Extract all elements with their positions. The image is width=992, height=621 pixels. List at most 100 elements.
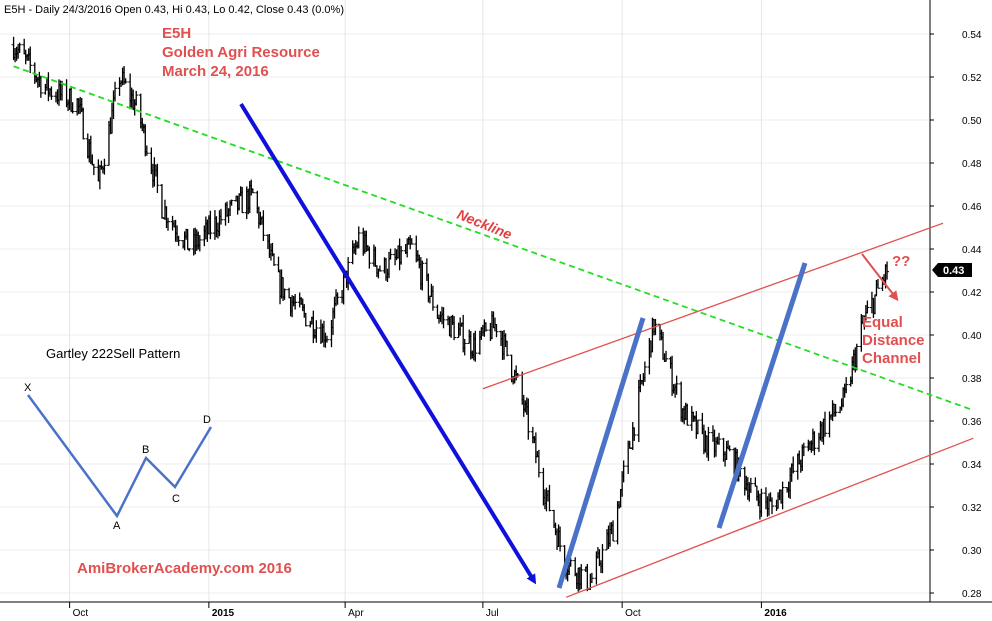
chart-header: E5H - Daily 24/3/2016 Open 0.43, Hi 0.43… bbox=[4, 4, 344, 16]
price-bar bbox=[589, 572, 594, 584]
price-bar bbox=[218, 208, 223, 225]
price-bar bbox=[134, 90, 139, 106]
price-bar bbox=[208, 210, 213, 240]
y-tick-label: 0.30 bbox=[962, 546, 982, 557]
down-arrow bbox=[239, 102, 537, 585]
x-tick-label: 2015 bbox=[212, 608, 235, 619]
channel-label-line3: Channel bbox=[862, 350, 921, 367]
price-bar bbox=[865, 300, 870, 314]
price-bar bbox=[812, 431, 817, 456]
price-bar bbox=[388, 248, 393, 260]
x-tick-label: 2016 bbox=[764, 608, 787, 619]
pattern-title: Gartley 222Sell Pattern bbox=[46, 346, 180, 361]
price-bar bbox=[102, 158, 107, 175]
watermark: AmiBrokerAcademy.com 2016 bbox=[77, 560, 292, 577]
channel-label-line2: Distance bbox=[862, 332, 925, 349]
y-tick-label: 0.42 bbox=[962, 288, 982, 299]
price-bar bbox=[356, 226, 361, 249]
price-bar bbox=[28, 46, 33, 74]
x-tick-label: Jul bbox=[486, 608, 499, 619]
y-tick-label: 0.32 bbox=[962, 503, 982, 514]
price-bar bbox=[759, 488, 764, 517]
price-bar bbox=[547, 484, 552, 512]
price-bar bbox=[621, 460, 626, 483]
trend-lines bbox=[13, 65, 974, 598]
y-tick-label: 0.46 bbox=[962, 202, 982, 213]
y-axis-ticks: 0.54 0.52 0.50 0.48 0.46 0.44 0.42 0.40 0.38 0.36… bbox=[930, 30, 982, 600]
title-symbol: E5H bbox=[162, 25, 191, 42]
price-bar bbox=[346, 257, 351, 291]
price-bar bbox=[430, 285, 435, 311]
price-bar bbox=[123, 78, 128, 84]
price-bar bbox=[885, 261, 890, 280]
y-tick-label: 0.34 bbox=[962, 460, 982, 471]
price-bar bbox=[452, 316, 457, 341]
price-bar bbox=[505, 340, 510, 357]
up-arrow-1 bbox=[556, 317, 646, 589]
price-bar bbox=[600, 544, 605, 574]
price-bar bbox=[685, 403, 690, 426]
price-bar bbox=[271, 253, 276, 266]
title-date: March 24, 2016 bbox=[162, 63, 269, 80]
y-tick-label: 0.44 bbox=[962, 245, 982, 256]
price-bar bbox=[801, 442, 806, 457]
price-bar bbox=[632, 427, 637, 441]
price-bar bbox=[833, 403, 838, 417]
last-price-tag: 0.43 bbox=[932, 263, 972, 277]
x-tick-label: Oct bbox=[625, 608, 641, 619]
grid bbox=[0, 0, 930, 602]
channel-upper-line bbox=[482, 222, 944, 390]
price-bar bbox=[91, 163, 96, 176]
price-bar bbox=[81, 107, 86, 140]
price-bar bbox=[674, 375, 679, 395]
pattern-path bbox=[26, 394, 213, 519]
price-bar bbox=[854, 343, 859, 371]
price-bar bbox=[113, 81, 118, 102]
price-bar bbox=[536, 449, 541, 478]
y-tick-label: 0.28 bbox=[962, 589, 982, 600]
pattern-point-c: C bbox=[172, 493, 180, 505]
price-bar bbox=[791, 456, 796, 474]
price-bar bbox=[706, 426, 711, 461]
price-bar bbox=[293, 293, 298, 310]
price-bar bbox=[70, 102, 75, 114]
price-bar bbox=[187, 248, 192, 252]
x-tick-label: Oct bbox=[73, 608, 89, 619]
price-bar bbox=[197, 235, 202, 252]
price-bar bbox=[282, 288, 287, 300]
price-bar bbox=[166, 217, 171, 231]
question-label: ?? bbox=[892, 253, 910, 270]
y-tick-label: 0.40 bbox=[962, 331, 982, 342]
up-arrow-2 bbox=[716, 262, 808, 529]
price-bar bbox=[155, 163, 160, 193]
price-bar bbox=[844, 377, 849, 394]
title-company: Golden Agri Resource bbox=[162, 44, 320, 61]
y-tick-label: 0.36 bbox=[962, 417, 982, 428]
price-bar bbox=[717, 432, 722, 445]
price-bar bbox=[324, 335, 329, 343]
price-bar bbox=[611, 520, 616, 542]
gartley-pattern-inset: Gartley 222Sell Pattern X A B C D bbox=[24, 346, 213, 532]
price-bar bbox=[409, 238, 414, 245]
price-bar bbox=[303, 312, 308, 327]
trend-arrows bbox=[239, 102, 899, 589]
price-bar bbox=[144, 145, 149, 156]
price-bar bbox=[377, 265, 382, 272]
price-bar bbox=[875, 279, 880, 289]
price-bar bbox=[579, 564, 584, 590]
channel-label-line1: Equal bbox=[862, 314, 903, 331]
price-bar bbox=[441, 307, 446, 329]
pattern-point-b: B bbox=[142, 444, 149, 456]
y-tick-label: 0.38 bbox=[962, 374, 982, 385]
price-bar bbox=[314, 320, 319, 343]
pattern-point-a: A bbox=[113, 520, 121, 532]
price-bar bbox=[558, 526, 563, 552]
price-bar bbox=[250, 188, 255, 194]
last-price-value: 0.43 bbox=[943, 265, 964, 277]
price-bar bbox=[664, 350, 669, 362]
price-bar bbox=[727, 445, 732, 452]
price-bar bbox=[17, 42, 22, 54]
price-bar bbox=[526, 398, 531, 440]
